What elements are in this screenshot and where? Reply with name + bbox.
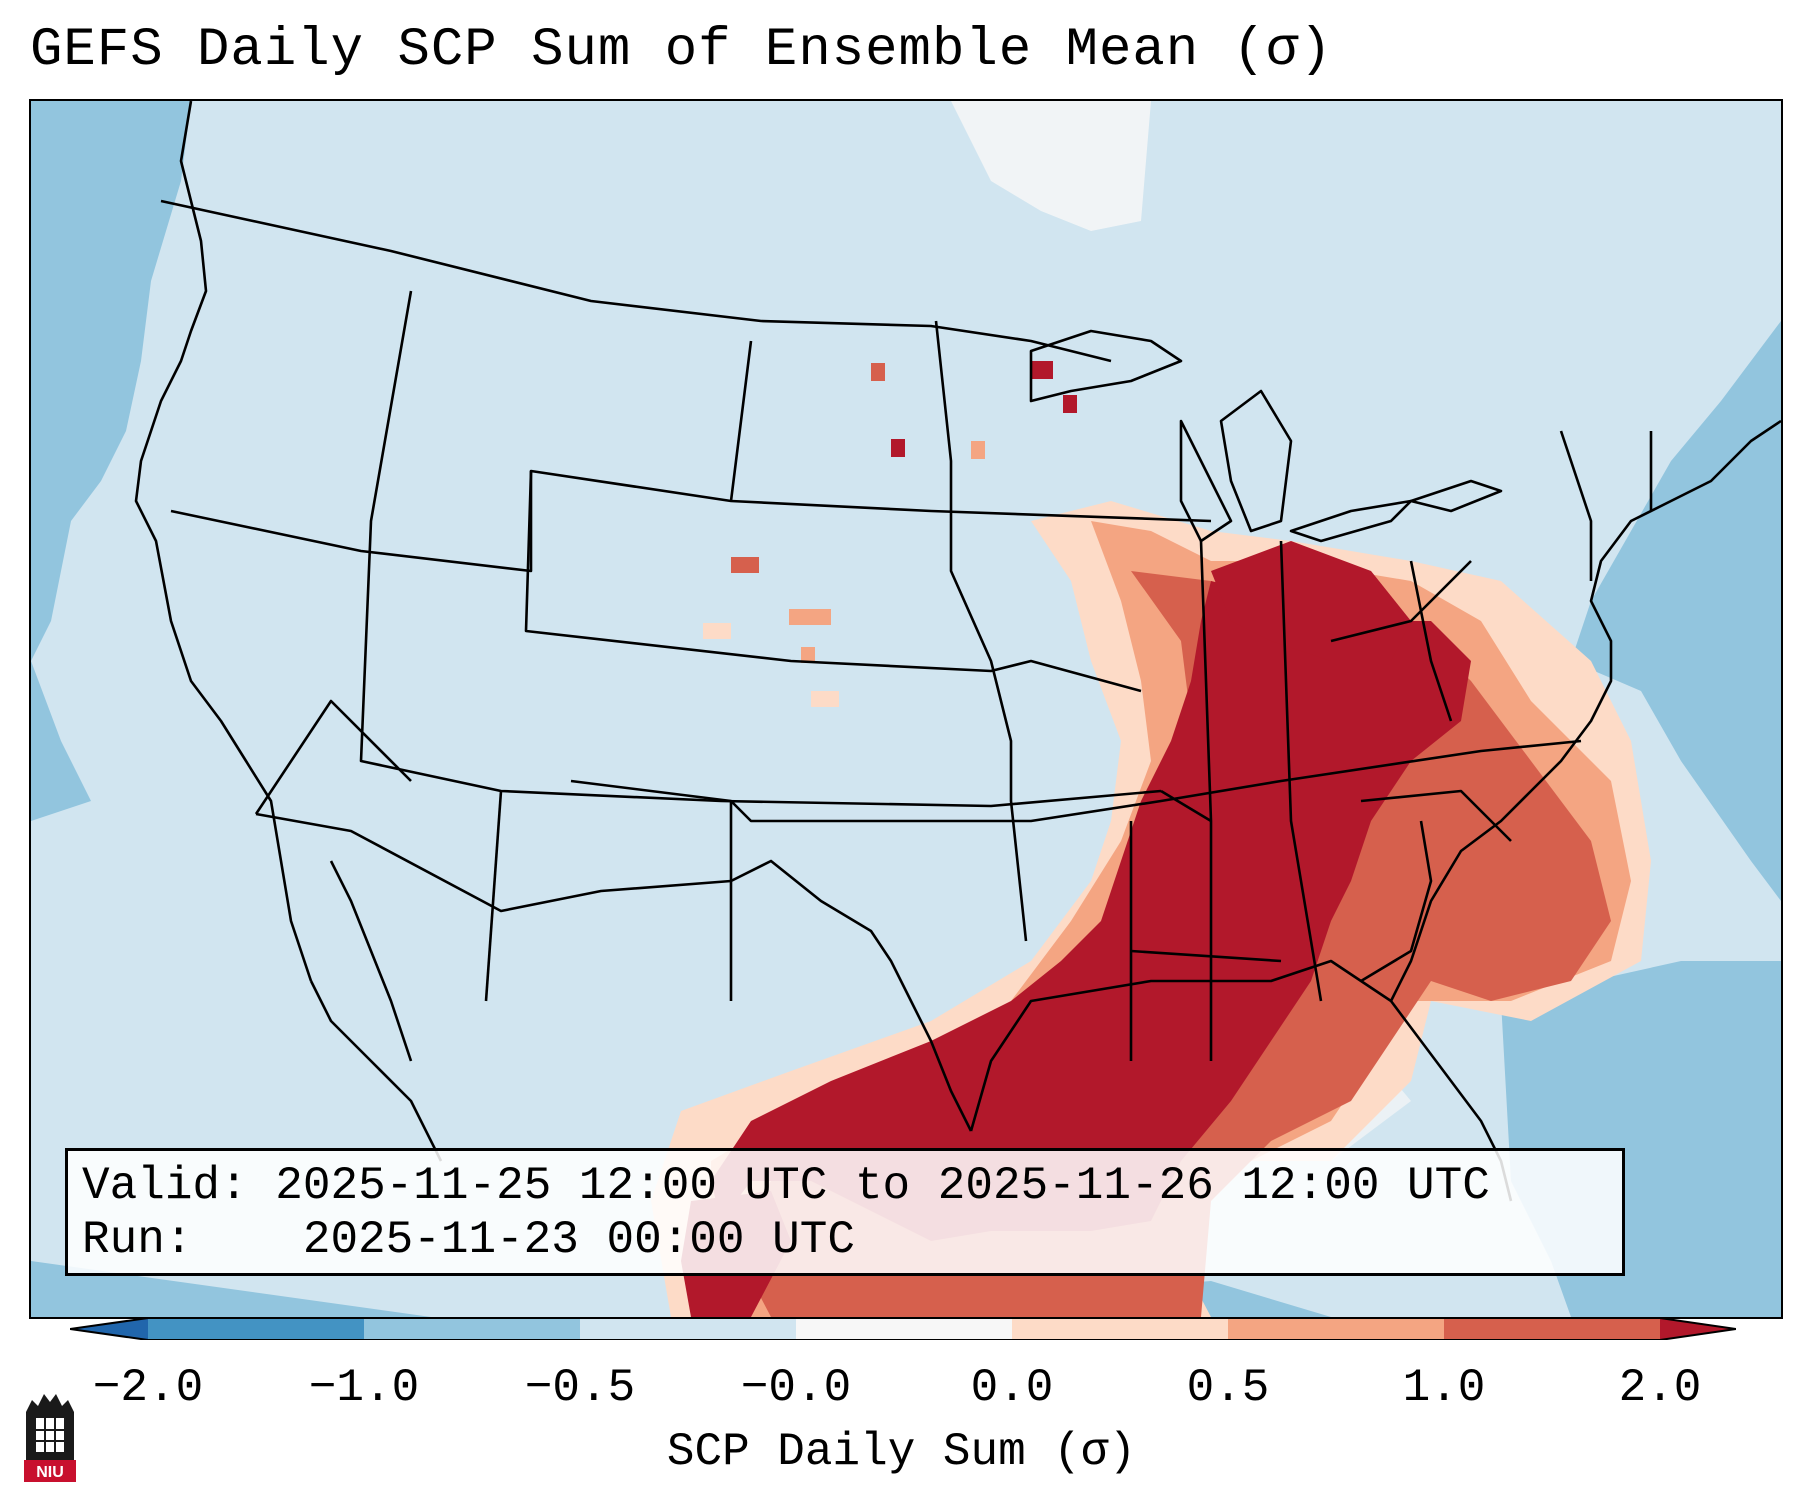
atlantic-ocean-field [1571,321,1781,901]
run-value: 2025-11-23 00:00 UTC [302,1214,855,1266]
colorbar-tick-label: 1.0 [1402,1362,1486,1414]
scp-pixel-3 [871,363,885,381]
colorbar [70,1318,1736,1340]
map-boundaries [134,101,1781,1202]
colorbar-tick-label: −2.0 [92,1362,204,1414]
scp-pixel-8 [811,691,839,707]
colorbar-segment-4 [796,1318,1012,1340]
validity-info-box: Valid: 2025-11-25 12:00 UTC to 2025-11-2… [65,1148,1625,1276]
colorbar-extend-high [1660,1318,1736,1340]
scp-pixel-2 [1063,395,1077,413]
colorbar-segment-6 [1228,1318,1444,1340]
scp-pixel-7 [703,623,731,639]
scp-high-ohio [1211,541,1411,661]
scp-pixel-6 [789,609,831,625]
canada-white-patch [951,101,1151,231]
pacific-south-field [31,661,91,821]
colorbar-segment-3 [580,1318,796,1340]
colorbar-tick-label: 0.0 [970,1362,1054,1414]
colorbar-segment-2 [364,1318,580,1340]
run-label: Run: [82,1214,193,1266]
scp-pixel-1 [1031,361,1053,379]
scp-pixel-5 [731,557,759,573]
scp-high-region [711,581,1471,1241]
valid-value: 2025-11-25 12:00 UTC to 2025-11-26 12:00… [275,1160,1490,1212]
colorbar-segment-7 [1444,1318,1660,1340]
colorbar-tick-label: 2.0 [1618,1362,1702,1414]
colorbar-tick-label: −0.0 [740,1362,852,1414]
colorbar-tick-label: −0.5 [524,1362,636,1414]
scp-pixel-9 [801,647,815,663]
pacific-ocean-field [31,101,191,661]
scp-map [31,101,1781,1317]
colorbar-segment-5 [1012,1318,1228,1340]
colorbar-title: SCP Daily Sum (σ) [666,1426,1137,1478]
colorbar-segment-1 [148,1318,364,1340]
valid-label: Valid: [82,1160,248,1212]
map-panel [29,99,1783,1319]
colorbar-extend-low [70,1318,148,1340]
logo-text: NIU [36,1464,64,1481]
map-title: GEFS Daily SCP Sum of Ensemble Mean (σ) [30,20,1333,81]
colorbar-tick-label: 0.5 [1186,1362,1270,1414]
niu-logo: NIU [24,1394,76,1482]
colorbar-tick-label: −1.0 [308,1362,420,1414]
scp-pixel-4 [891,439,905,457]
scp-pixel-10 [971,441,985,459]
